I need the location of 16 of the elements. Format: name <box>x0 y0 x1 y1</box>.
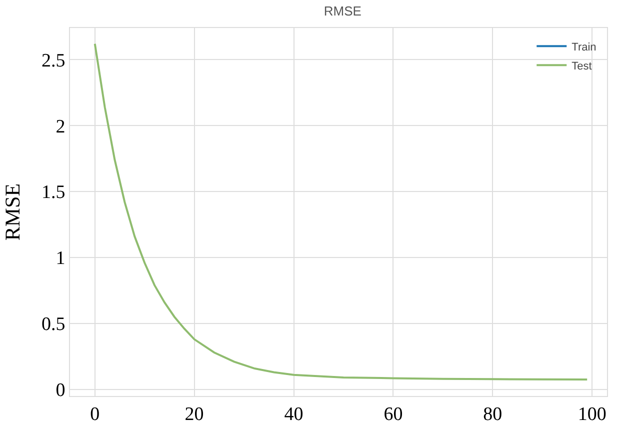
y-tick-label: 2.5 <box>41 50 66 72</box>
x-tick-label: 60 <box>384 404 403 425</box>
legend-label: Train <box>572 41 596 54</box>
x-tick-label: 0 <box>90 404 100 425</box>
x-tick-label: 40 <box>284 404 304 425</box>
chart-title: RMSE <box>324 4 362 19</box>
y-tick-label: 0 <box>56 380 66 402</box>
x-tick-label: 100 <box>578 404 606 425</box>
legend-label: Test <box>572 60 592 72</box>
y-tick-label: 0.5 <box>41 314 66 336</box>
x-tick-label: 20 <box>184 404 204 425</box>
y-tick-label: 1.5 <box>41 182 66 204</box>
y-axis-title: RMSE <box>0 183 25 241</box>
x-tick-label: 80 <box>483 404 502 425</box>
y-tick-label: 2 <box>56 116 66 138</box>
y-tick-label: 1 <box>56 248 66 270</box>
